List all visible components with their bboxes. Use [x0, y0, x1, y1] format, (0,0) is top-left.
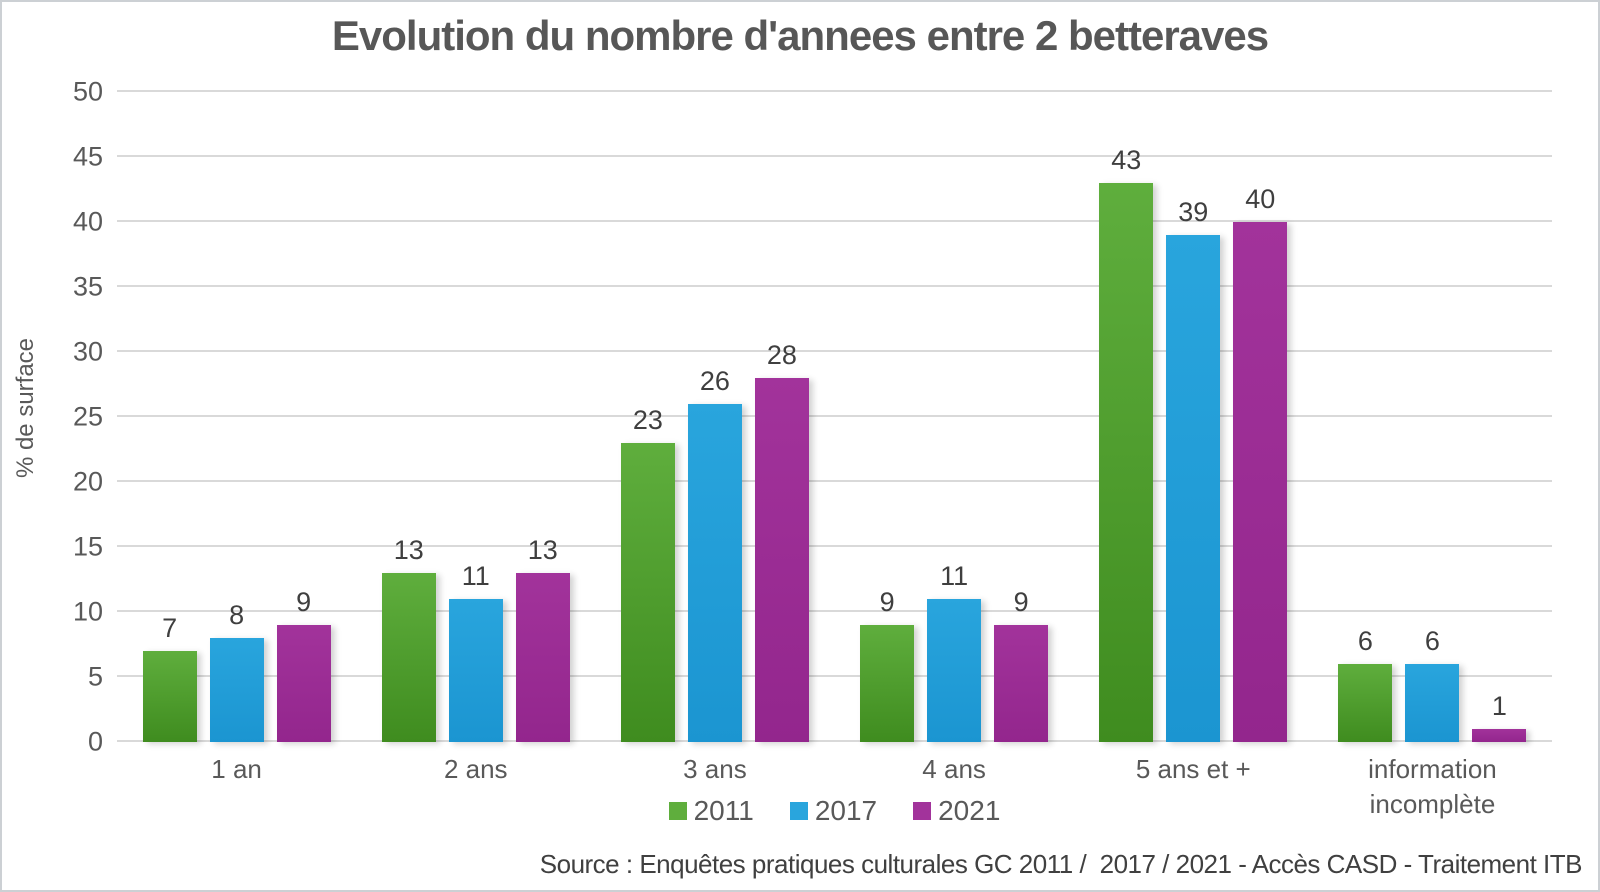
bar-value-label: 39: [1178, 197, 1209, 227]
bar-2017: 11: [448, 561, 503, 742]
gridline: [117, 415, 1552, 417]
bar-2017: 39: [1166, 197, 1221, 742]
category-label: information incomplète: [1368, 754, 1497, 820]
gridline: [117, 545, 1552, 547]
bar-group: 23 26 28: [595, 92, 834, 742]
legend-label: 2021: [938, 795, 1001, 826]
gridline: [117, 740, 1552, 742]
y-tick-label: 0: [87, 726, 103, 757]
y-tick-label: 25: [72, 401, 103, 432]
bar-value-label: 40: [1245, 184, 1276, 214]
bar-value-label: 9: [879, 587, 895, 617]
bar-value-label: 28: [766, 340, 797, 370]
legend-swatch-icon: [789, 802, 808, 820]
y-tick-label: 5: [87, 661, 103, 692]
bar-2011: 43: [1099, 145, 1154, 742]
y-tick-label: 30: [72, 336, 103, 367]
gridline: [117, 220, 1552, 222]
bar-2021: 9: [276, 587, 331, 742]
bar-2021: 1: [1472, 691, 1527, 742]
bar-group: 9 11 9: [835, 92, 1074, 742]
bar-value-label: 23: [632, 405, 663, 435]
bar-value-label: 11: [461, 561, 490, 591]
y-tick-label: 35: [72, 271, 103, 302]
bar-value-label: 26: [699, 366, 730, 396]
bar-value-label: 11: [940, 561, 969, 591]
bar-2017: 6: [1405, 626, 1460, 742]
bar-2011: 13: [381, 535, 436, 742]
y-axis-title: % de surface: [12, 337, 39, 479]
bar-value-label: 6: [1424, 626, 1440, 656]
gridline: [117, 155, 1552, 157]
legend-item-2017: 2017: [789, 795, 878, 827]
bar-2011: 9: [860, 587, 915, 742]
bar-2021: 40: [1233, 184, 1288, 742]
gridline: [117, 90, 1552, 92]
bar-value-label: 1: [1491, 691, 1507, 721]
y-tick-label: 10: [72, 596, 103, 627]
bar-group: 43 39 40: [1074, 92, 1313, 742]
bar-group: 6 6 1: [1313, 92, 1552, 742]
bar-2011: 7: [142, 613, 197, 742]
legend-swatch-icon: [913, 802, 932, 820]
y-tick-label: 15: [72, 531, 103, 562]
category-label: 4 ans: [922, 754, 986, 784]
bar-2021: 13: [515, 535, 570, 742]
category-label: 2 ans: [443, 754, 508, 784]
bar-value-label: 13: [527, 535, 558, 565]
bar-2021: 28: [754, 340, 809, 742]
y-tick-label: 45: [72, 141, 103, 172]
gridline: [117, 480, 1552, 482]
bar-value-label: 43: [1111, 145, 1142, 175]
category-label: 1 an: [211, 754, 262, 784]
category-label: 5 ans et +: [1135, 754, 1251, 784]
legend-label: 2017: [814, 795, 878, 826]
bar-value-label: 7: [162, 613, 178, 643]
bar-value-label: 9: [296, 587, 312, 617]
category-label: 3 ans: [683, 754, 747, 784]
y-tick-label: 20: [72, 466, 103, 497]
bar-group: 13 11 13: [356, 92, 595, 742]
bar-value-label: 6: [1357, 626, 1373, 656]
gridline: [117, 675, 1552, 677]
y-tick-label: 40: [72, 206, 103, 237]
gridline: [117, 285, 1552, 287]
legend-item-2011: 2011: [668, 795, 754, 827]
gridline: [117, 350, 1552, 352]
bar-2017: 26: [687, 366, 742, 742]
gridline: [117, 610, 1552, 612]
source-note: Source : Enquêtes pratiques culturales G…: [539, 849, 1583, 879]
y-tick-label: 50: [72, 76, 103, 107]
bar-value-label: 9: [1013, 587, 1029, 617]
bar-2011: 6: [1338, 626, 1393, 742]
legend-item-2021: 2021: [913, 795, 1000, 827]
bars-layer: 7 8 9 13 11 13 23 26 28 9 11 9 43 39 40 6 6 1: [117, 92, 1552, 742]
x-axis-labels: 1 an 2 ans 3 ans 4 ans 5 ans et + information…: [117, 752, 1552, 822]
legend-label: 2011: [693, 795, 754, 826]
bar-value-label: 13: [393, 535, 424, 565]
bar-2017: 11: [927, 561, 982, 742]
bar-group: 7 8 9: [117, 92, 356, 742]
bar-2017: 8: [209, 600, 264, 742]
legend: 2011 2017 2021: [117, 795, 1552, 827]
bar-2011: 23: [620, 405, 675, 742]
plot-area: 0 5 10 15 20 25 30 35 40 45 50 7 8 9 13 11 13 23 26 28 9 11 9…: [73, 77, 1552, 757]
bar-2021: 9: [994, 587, 1049, 742]
legend-swatch-icon: [668, 802, 687, 820]
chart-title: Evolution du nombre d'annees entre 2 bet…: [331, 12, 1269, 59]
bar-value-label: 8: [229, 600, 245, 630]
